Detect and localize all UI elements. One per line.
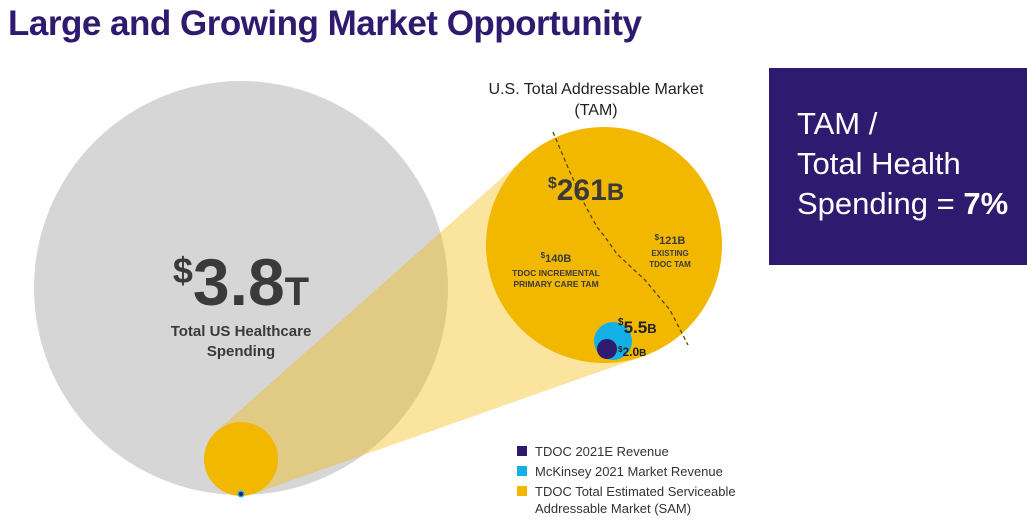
mckinsey-value: $5.5B bbox=[618, 317, 657, 337]
segment-existing-value: $121B bbox=[655, 233, 686, 247]
legend-label-revenue: TDOC 2021E Revenue bbox=[535, 444, 669, 459]
legend-swatch-mckinsey bbox=[517, 466, 527, 476]
legend-item-sam: TDOC Total Estimated Serviceable Address… bbox=[517, 483, 736, 517]
total-spending-bubble bbox=[34, 81, 448, 495]
tam-replica-bubble bbox=[204, 422, 278, 496]
tam-bubble bbox=[486, 127, 722, 363]
total-spending-caption-line2: Spending bbox=[207, 343, 275, 360]
segment-incremental-caption-line1: TDOC INCREMENTAL bbox=[512, 268, 600, 278]
revenue-value: $2.0B bbox=[618, 345, 646, 359]
segment-existing-caption-line2: TDOC TAM bbox=[649, 260, 691, 269]
tam-ratio-line1: TAM / bbox=[797, 106, 878, 141]
tam-ratio-box: TAM / Total Health Spending = 7% bbox=[769, 68, 1027, 265]
page-title: Large and Growing Market Opportunity bbox=[8, 4, 642, 43]
revenue-bubble bbox=[597, 339, 617, 359]
tam-title-line1: U.S. Total Addressable Market bbox=[489, 81, 704, 98]
legend-label-sam: TDOC Total Estimated Serviceable Address… bbox=[535, 484, 736, 516]
legend: TDOC 2021E Revenue McKinsey 2021 Market … bbox=[517, 443, 736, 520]
tam-ratio-line2: Total Health bbox=[797, 146, 961, 181]
tam-ratio-value: 7% bbox=[963, 186, 1009, 221]
tam-ratio-prefix: Spending = bbox=[797, 186, 964, 221]
total-spending-value: $3.8T bbox=[173, 245, 309, 319]
tam-value: $261B bbox=[548, 174, 624, 207]
legend-item-mckinsey: McKinsey 2021 Market Revenue bbox=[517, 463, 736, 480]
tam-title-line2: (TAM) bbox=[574, 102, 617, 119]
legend-swatch-revenue bbox=[517, 446, 527, 456]
segment-incremental-value: $140B bbox=[541, 251, 572, 265]
legend-swatch-sam bbox=[517, 486, 527, 496]
legend-label-mckinsey: McKinsey 2021 Market Revenue bbox=[535, 464, 723, 479]
segment-existing-caption-line1: EXISTING bbox=[651, 249, 688, 258]
total-spending-caption-line1: Total US Healthcare bbox=[171, 323, 312, 340]
tam-ratio-line3: Spending = 7% bbox=[797, 184, 1027, 224]
segment-incremental-caption-line2: PRIMARY CARE TAM bbox=[513, 279, 598, 289]
legend-item-revenue: TDOC 2021E Revenue bbox=[517, 443, 736, 460]
revenue-replica-dot bbox=[239, 492, 243, 496]
